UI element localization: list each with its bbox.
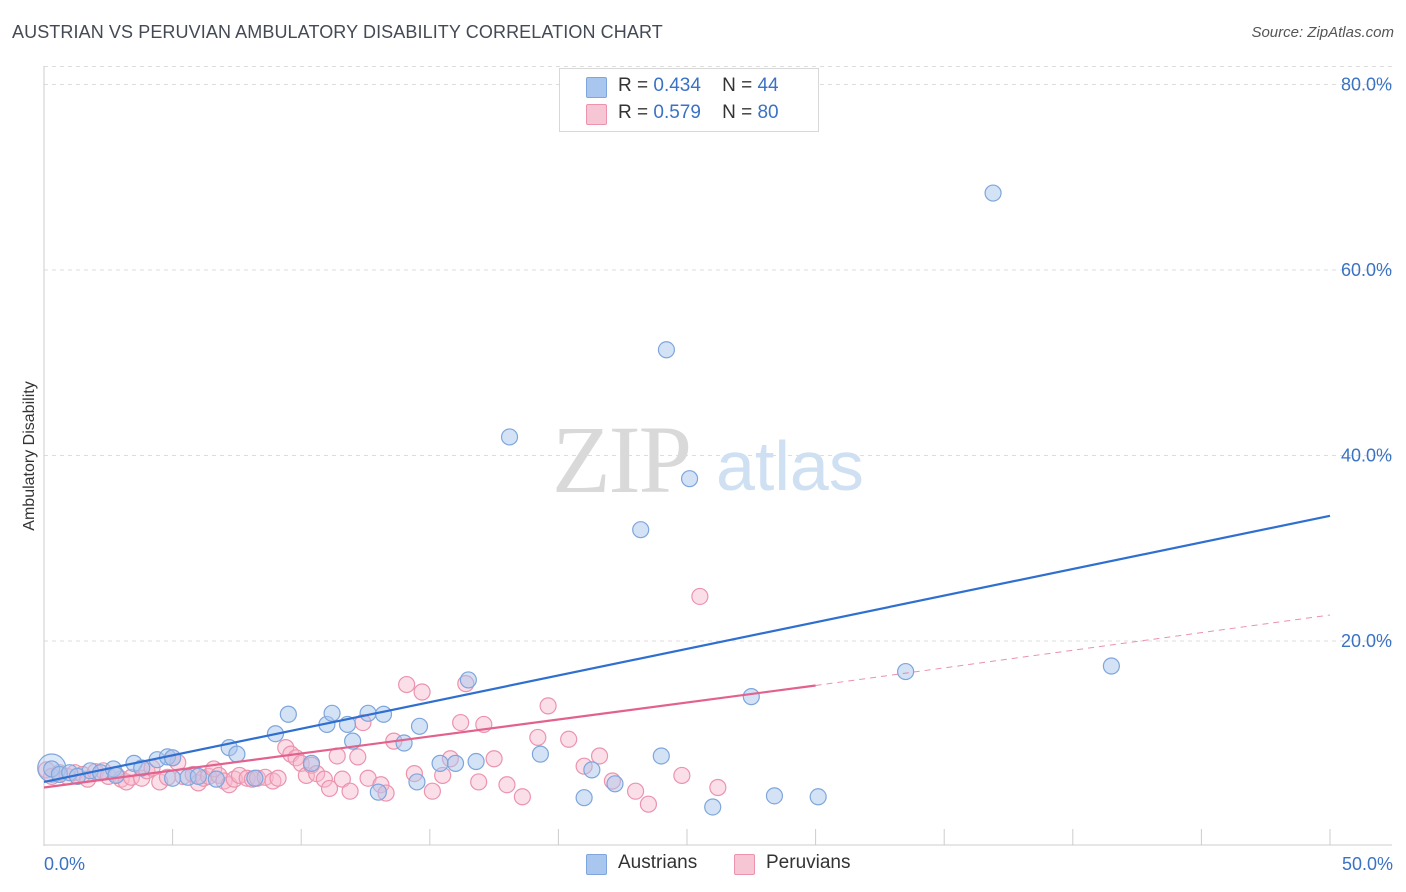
x-tick-labels: 0.0% 50.0% <box>44 854 1393 874</box>
austrians-point <box>280 706 296 722</box>
y-tick-label: 20.0% <box>1341 631 1392 651</box>
scatter-chart: ZIP atlas 20.0% 40.0% 60.0% 80.0% Ambulator… <box>0 0 1406 892</box>
austrians-point <box>584 762 600 778</box>
austrians-point <box>705 799 721 815</box>
austrians-point <box>743 689 759 705</box>
austrians-point <box>985 185 1001 201</box>
x-tick-label: 50.0% <box>1342 854 1393 874</box>
austrians-point <box>409 774 425 790</box>
peruvians-point <box>424 783 440 799</box>
watermark: ZIP atlas <box>552 406 864 513</box>
austrians-point <box>370 784 386 800</box>
peruvians-trendline-extension <box>816 615 1330 685</box>
austrians-point <box>412 718 428 734</box>
gridlines <box>44 67 1392 641</box>
austrians-point <box>396 735 412 751</box>
peruvians-point <box>499 777 515 793</box>
bottom-peruvians-swatch <box>734 854 755 875</box>
bottom-peruvians-label: Peruvians <box>766 852 851 874</box>
peruvians-point <box>399 677 415 693</box>
peruvians-point <box>674 767 690 783</box>
y-tick-label: 80.0% <box>1341 75 1392 95</box>
austrians-point <box>1103 658 1119 674</box>
austrians-point <box>448 755 464 771</box>
austrians-point <box>324 705 340 721</box>
austrians-point <box>229 746 245 762</box>
austrians-point <box>658 342 674 358</box>
peruvians-n-label: N = <box>722 102 752 123</box>
bottom-austrians-swatch <box>586 854 607 875</box>
peruvians-point <box>270 770 286 786</box>
y-tick-label: 40.0% <box>1341 446 1392 466</box>
peruvians-point <box>471 774 487 790</box>
correlation-legend: R = 0.434 N = 44 R = 0.579 N = 80 <box>559 68 819 132</box>
austrians-point <box>190 768 206 784</box>
austrians-point <box>682 471 698 487</box>
austrians-point <box>108 767 124 783</box>
austrians-n-label: N = <box>722 75 752 96</box>
peruvians-point <box>530 729 546 745</box>
austrians-point <box>376 706 392 722</box>
watermark-atlas: atlas <box>716 427 864 505</box>
peruvians-trendline <box>44 685 816 787</box>
austrians-point <box>247 770 263 786</box>
peruvians-point <box>414 684 430 700</box>
x-ticks <box>173 829 1330 845</box>
peruvians-point <box>561 731 577 747</box>
x-tick-label: 0.0% <box>44 854 85 874</box>
austrians-point <box>633 522 649 538</box>
austrians-point <box>165 750 181 766</box>
y-axis-label: Ambulatory Disability <box>21 381 38 530</box>
austrians-r-value: 0.434 <box>653 75 701 96</box>
austrians-point <box>576 790 592 806</box>
austrians-point <box>468 754 484 770</box>
austrians-point <box>432 755 448 771</box>
peruvians-r-value: 0.579 <box>653 102 701 123</box>
bottom-austrians-label: Austrians <box>618 852 697 874</box>
austrians-trendline <box>44 516 1330 782</box>
austrians-point <box>532 746 548 762</box>
peruvians-point <box>514 789 530 805</box>
peruvians-point <box>486 751 502 767</box>
y-tick-label: 60.0% <box>1341 260 1392 280</box>
austrians-point <box>303 755 319 771</box>
austrians-r-label: R = <box>618 75 648 96</box>
austrians-point <box>502 429 518 445</box>
austrians-point <box>208 771 224 787</box>
peruvians-point <box>710 780 726 796</box>
austrians-point <box>766 788 782 804</box>
y-tick-labels: 20.0% 40.0% 60.0% 80.0% <box>1341 75 1392 651</box>
peruvians-point <box>453 715 469 731</box>
austrians-point <box>165 770 181 786</box>
watermark-zip: ZIP <box>552 406 690 513</box>
peruvians-point <box>342 783 358 799</box>
austrians-point <box>460 672 476 688</box>
peruvians-points <box>39 588 726 812</box>
austrians-point <box>810 789 826 805</box>
peruvians-swatch <box>586 104 607 125</box>
peruvians-point <box>692 588 708 604</box>
austrians-point <box>607 776 623 792</box>
austrians-point <box>898 664 914 680</box>
peruvians-r-label: R = <box>618 102 648 123</box>
austrians-swatch <box>586 77 607 98</box>
peruvians-point <box>640 796 656 812</box>
peruvians-point <box>628 783 644 799</box>
peruvians-n-value: 80 <box>757 102 778 123</box>
austrians-point <box>653 748 669 764</box>
austrians-n-value: 44 <box>757 75 778 96</box>
peruvians-point <box>540 698 556 714</box>
peruvians-point <box>350 749 366 765</box>
